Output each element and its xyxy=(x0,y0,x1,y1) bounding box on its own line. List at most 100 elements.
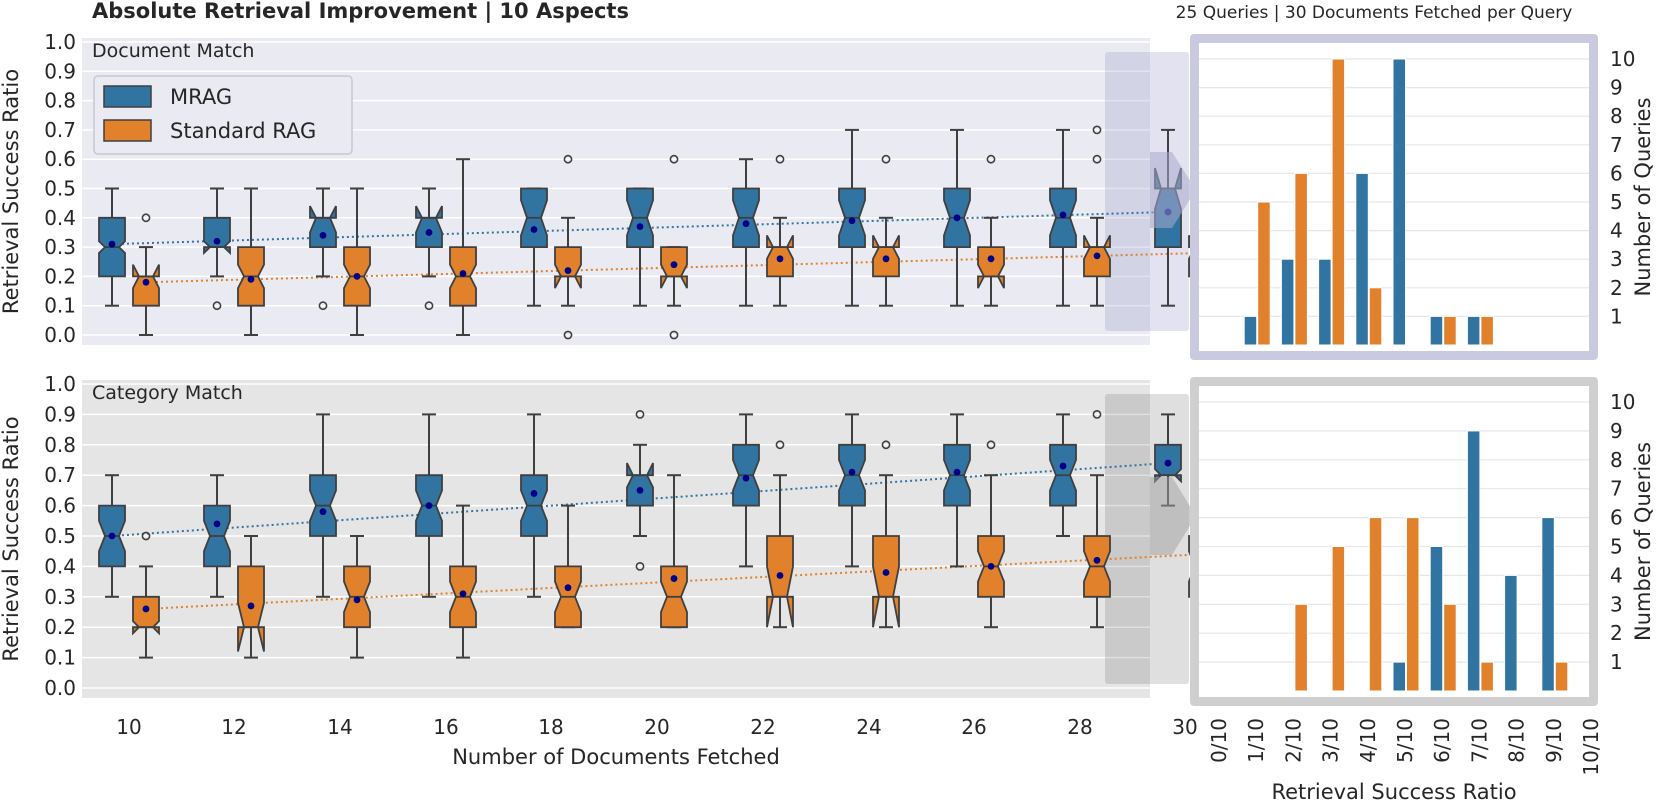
box-panel-document-mean-mrag xyxy=(530,226,538,233)
box-panel-document-outlier-standard xyxy=(1092,125,1102,135)
box-panel-document-ytick-label: 0.2 xyxy=(44,264,76,288)
hist-category-ytick-label: 10 xyxy=(1610,390,1635,414)
box-panel-category-box-standard xyxy=(872,535,900,628)
hist-category-ytick-label: 9 xyxy=(1610,419,1623,443)
box-panel-category-mean-mrag xyxy=(742,474,750,482)
box-panel-document-mean-standard xyxy=(247,275,255,283)
box-panel-category-xtick-label: 14 xyxy=(327,715,352,739)
box-panel-category-mean-standard xyxy=(142,605,150,613)
hist-category-xtick-label: 10/10 xyxy=(1579,718,1603,776)
hist-document-ytick-label: 2 xyxy=(1610,276,1623,300)
box-panel-document-ytick-label: 0.0 xyxy=(44,323,76,347)
box-panel-category-mean-standard xyxy=(776,572,784,579)
box-panel-document-mean-standard xyxy=(353,273,361,280)
box-panel-category-mean-mrag xyxy=(319,508,327,516)
box-panel-category-box-standard xyxy=(132,595,160,636)
legend-frame xyxy=(93,75,353,155)
hist-document-bar-standard xyxy=(1294,172,1308,346)
hist-category-ytick-label: 1 xyxy=(1610,650,1623,674)
box-panel-category-background xyxy=(82,380,1150,698)
hist-document-ytick-label: 5 xyxy=(1610,190,1623,214)
box-panel-category-label: Category Match xyxy=(92,382,243,404)
box-panel-document-outlier-standard xyxy=(1092,154,1102,164)
box-panel-category-mean-standard xyxy=(882,569,890,576)
box-panel-category-xlabel: Number of Documents Fetched xyxy=(452,745,780,769)
box-panel-document-mean-mrag xyxy=(848,217,856,225)
box-panel-document-mean-standard xyxy=(882,255,890,263)
hist-category-bar-mrag xyxy=(1504,574,1518,692)
hist-document-bar-mrag xyxy=(1392,58,1406,346)
hist-document-ytick-label: 8 xyxy=(1610,104,1623,128)
hist-category-bar-mrag xyxy=(1429,546,1444,692)
box-panel-category-ytick-label: 0.4 xyxy=(44,554,76,578)
box-panel-category-mean-mrag xyxy=(425,502,433,509)
box-panel-category-xtick-label: 30 xyxy=(1172,715,1197,739)
box-panel-category-ytick-label: 0.1 xyxy=(44,646,76,670)
hist-category-xlabel: Retrieval Success Ratio xyxy=(1271,780,1516,804)
box-panel-document-outlier-mrag xyxy=(424,301,434,311)
box-panel-category-mean-mrag xyxy=(953,468,961,476)
box-panel-category-ytick-label: 0.2 xyxy=(44,615,76,639)
hist-document-bar-standard xyxy=(1368,287,1383,346)
hist-category-xtick-label: 5/10 xyxy=(1393,718,1417,763)
hist-category-ytick-label: 8 xyxy=(1610,448,1623,472)
box-panel-category-mean-standard xyxy=(670,575,678,582)
box-panel-category-ytick-label: 0.8 xyxy=(44,433,76,457)
hist-category-bar-standard xyxy=(1443,603,1457,692)
box-panel-document-outlier-standard xyxy=(669,154,679,164)
histogram-title: 25 Queries | 30 Documents Fetched per Qu… xyxy=(1176,3,1573,23)
hist-document-ytick-label: 4 xyxy=(1610,219,1623,243)
hist-category-xtick-label: 9/10 xyxy=(1542,718,1566,763)
hist-document-ylabel: Number of Queries xyxy=(1631,97,1655,296)
hist-document-ytick-label: 6 xyxy=(1610,161,1623,185)
box-panel-document-mean-mrag xyxy=(1059,211,1067,219)
hist-document-ytick-label: 7 xyxy=(1610,133,1623,157)
box-panel-document-mean-mrag xyxy=(953,214,961,222)
box-panel-category-mean-mrag xyxy=(636,487,644,494)
box-panel-document: 0.0 0.1 0.2 0.3 0.4 0.5 0.6 0.7 0.8 0.9 1.0 Documen… xyxy=(0,30,1216,347)
hist-document-bar-mrag xyxy=(1243,315,1258,346)
box-panel-document-mean-standard xyxy=(459,270,467,277)
box-panel-category-ytick-label: 0.0 xyxy=(44,676,76,700)
box-panel-document-mean-mrag xyxy=(213,237,221,245)
box-panel-document-box-mrag xyxy=(203,216,231,256)
box-panel-category-mean-standard xyxy=(459,590,467,598)
box-panel-category-mean-standard xyxy=(987,563,995,570)
box-panel-category-box-mrag xyxy=(626,462,654,507)
box-panel-category-mean-standard xyxy=(247,602,255,610)
box-panel-category-outlier-standard xyxy=(141,531,151,541)
hist-category-bar-standard xyxy=(1554,661,1569,692)
box-panel-category-mean-standard xyxy=(564,584,572,592)
hist-category-bar-standard xyxy=(1406,517,1420,692)
box-panel-category-outlier-standard xyxy=(1092,409,1102,419)
box-panel-document-outlier-standard xyxy=(986,154,996,164)
box-panel-document-mean-standard xyxy=(142,278,150,286)
box-panel-category-mean-mrag xyxy=(1059,462,1067,470)
hist-document-bar-standard xyxy=(1331,58,1346,346)
box-panel-document-outlier-standard xyxy=(563,154,573,164)
box-panel-document-mean-mrag xyxy=(108,240,116,248)
box-panel-category-xtick-label: 16 xyxy=(433,715,458,739)
hist-category-xtick-label: 7/10 xyxy=(1467,718,1491,763)
hist-category-ytick-label: 2 xyxy=(1610,621,1623,645)
hist-document-ytick-label: 9 xyxy=(1610,76,1623,100)
hist-category-ytick-label: 7 xyxy=(1610,477,1623,501)
hist-category-xtick-label: 8/10 xyxy=(1505,718,1529,763)
box-panel-category-ytick-label: 0.6 xyxy=(44,494,76,518)
box-panel-document-box-standard xyxy=(977,246,1005,289)
box-panel-document-ytick-label: 1.0 xyxy=(44,30,76,54)
box-panel-document-outlier-standard xyxy=(775,154,785,164)
box-panel-category-mean-standard xyxy=(353,596,361,604)
box-panel-document-mean-standard xyxy=(1093,252,1101,260)
hist-document-bar-mrag xyxy=(1355,172,1369,346)
box-panel-document-ytick-label: 0.1 xyxy=(44,294,76,318)
box-panel-category-xtick-label: 10 xyxy=(116,715,141,739)
chart-layer: 0.0 0.1 0.2 0.3 0.4 0.5 0.6 0.7 0.8 0.9 1.0 Documen… xyxy=(0,30,1655,804)
hist-category-xtick-label: 2/10 xyxy=(1281,718,1305,763)
box-panel-category-xtick-label: 20 xyxy=(644,715,669,739)
hist-document-bar-standard xyxy=(1257,201,1271,346)
legend-label-mrag: MRAG xyxy=(170,85,232,109)
box-panel-category-trend-standard xyxy=(145,553,1203,610)
box-panel-document-ytick-label: 0.4 xyxy=(44,206,76,230)
box-panel-category-outlier-standard xyxy=(986,440,996,450)
